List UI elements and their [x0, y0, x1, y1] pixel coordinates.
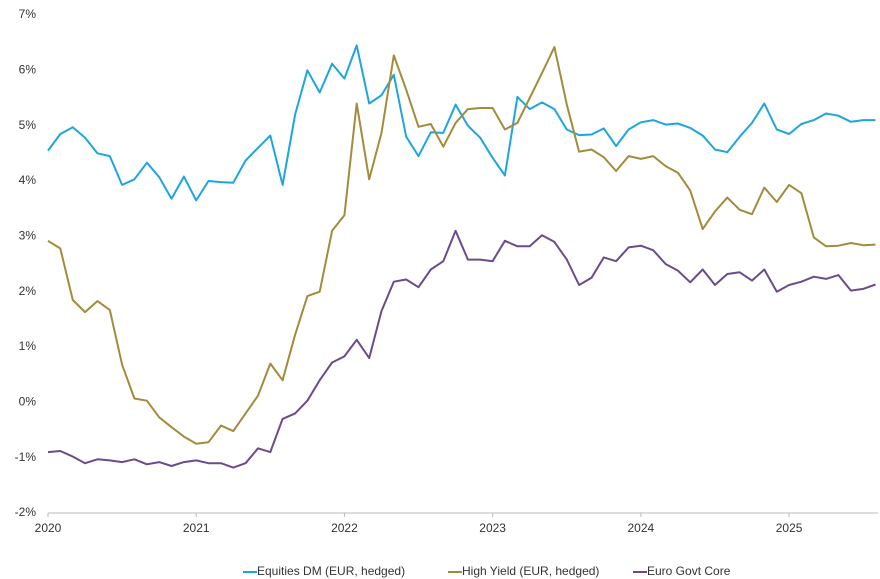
legend-label: Euro Govt Core — [647, 564, 731, 578]
series-line — [47, 229, 876, 469]
x-tick-label: 2024 — [628, 521, 655, 535]
x-tick-label: 2023 — [479, 521, 506, 535]
legend-label: High Yield (EUR, hedged) — [462, 564, 599, 578]
series-line — [47, 46, 876, 445]
y-tick-label: 1% — [19, 339, 37, 353]
y-tick-label: -2% — [15, 505, 37, 519]
series-line — [47, 44, 876, 202]
x-tick-label: 2025 — [776, 521, 803, 535]
legend-label: Equities DM (EUR, hedged) — [257, 564, 405, 578]
y-tick-label: 7% — [19, 7, 37, 21]
y-tick-label: 6% — [19, 63, 37, 77]
y-tick-label: 5% — [19, 118, 37, 132]
y-tick-label: 4% — [19, 173, 37, 187]
y-tick-label: 2% — [19, 284, 37, 298]
y-tick-label: 0% — [19, 395, 37, 409]
x-tick-label: 2020 — [35, 521, 62, 535]
x-tick-label: 2022 — [331, 521, 358, 535]
y-tick-label: -1% — [15, 450, 37, 464]
x-tick-label: 2021 — [183, 521, 210, 535]
y-tick-label: 3% — [19, 229, 37, 243]
